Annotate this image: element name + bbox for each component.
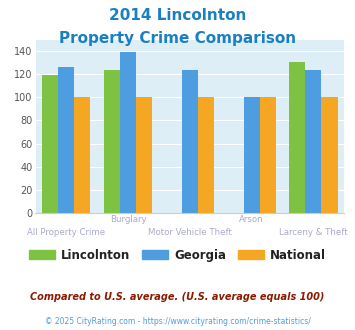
Bar xyxy=(58,67,75,213)
Text: All Property Crime: All Property Crime xyxy=(27,228,105,237)
Bar xyxy=(322,97,338,213)
Bar xyxy=(305,70,322,213)
Bar xyxy=(260,97,276,213)
Text: Compared to U.S. average. (U.S. average equals 100): Compared to U.S. average. (U.S. average … xyxy=(30,292,325,302)
Bar xyxy=(42,76,58,213)
Text: Larceny & Theft: Larceny & Theft xyxy=(279,228,348,237)
Bar xyxy=(104,70,120,213)
Text: © 2025 CityRating.com - https://www.cityrating.com/crime-statistics/: © 2025 CityRating.com - https://www.city… xyxy=(45,317,310,326)
Bar xyxy=(75,97,91,213)
Legend: Lincolnton, Georgia, National: Lincolnton, Georgia, National xyxy=(24,244,331,266)
Text: Motor Vehicle Theft: Motor Vehicle Theft xyxy=(148,228,232,237)
Text: 2014 Lincolnton: 2014 Lincolnton xyxy=(109,8,246,23)
Bar xyxy=(289,61,305,213)
Bar xyxy=(182,70,198,213)
Bar xyxy=(244,97,260,213)
Bar xyxy=(136,97,152,213)
Bar xyxy=(120,52,136,213)
Bar xyxy=(198,97,214,213)
Text: Arson: Arson xyxy=(239,215,264,224)
Text: Burglary: Burglary xyxy=(110,215,147,224)
Text: Property Crime Comparison: Property Crime Comparison xyxy=(59,31,296,46)
